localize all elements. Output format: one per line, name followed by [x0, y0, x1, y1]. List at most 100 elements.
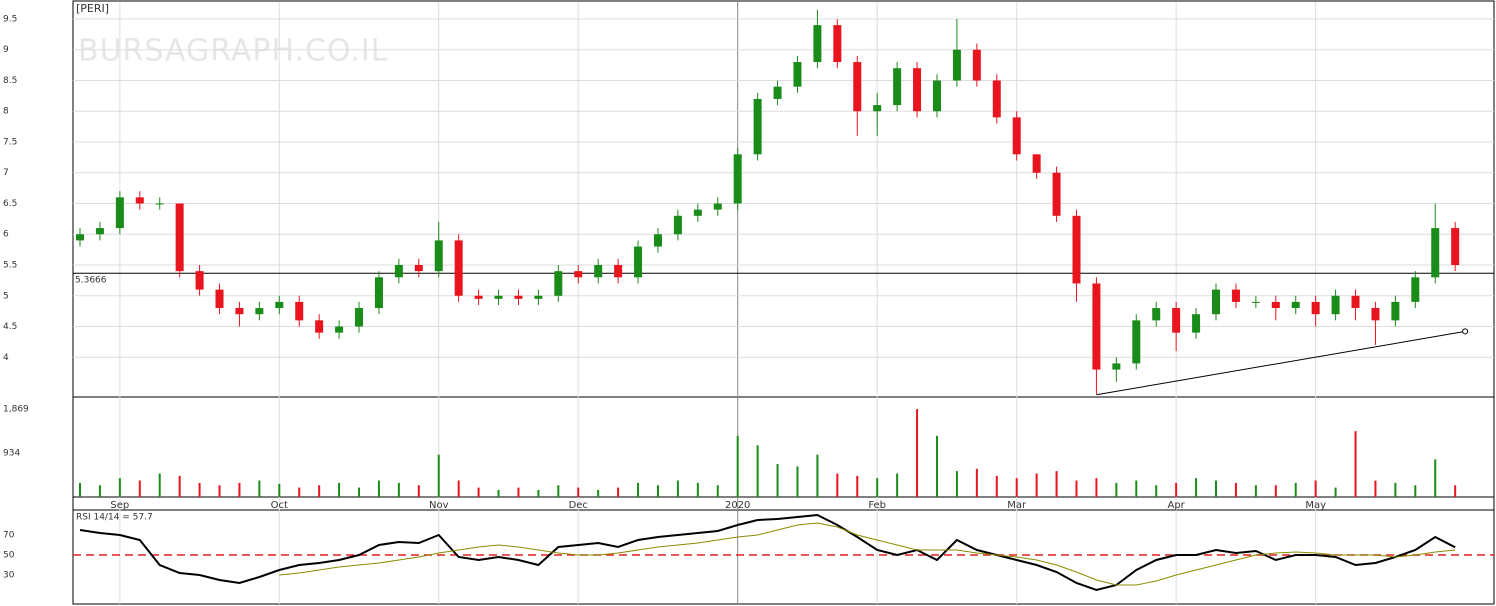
volume-bar: [158, 473, 161, 497]
candle-body: [1212, 289, 1221, 315]
candle-body: [574, 271, 583, 278]
y-tick-label: 6.5: [3, 199, 17, 209]
y-tick-label: 9: [3, 45, 9, 55]
frame: [72, 0, 1495, 605]
candle-body: [155, 203, 164, 205]
volume-bar: [1234, 482, 1237, 497]
volume-bar: [1115, 482, 1118, 497]
candle-body: [594, 265, 603, 278]
volume-bar: [1095, 478, 1098, 497]
volume-bar: [377, 480, 380, 497]
candle-body: [793, 62, 802, 87]
volume-bar: [138, 480, 141, 497]
x-tick-label: Dec: [569, 500, 588, 511]
x-tick-label: Feb: [868, 500, 886, 511]
volume-bar: [1215, 480, 1218, 497]
volume-bar: [1015, 478, 1018, 497]
candle-body: [175, 203, 184, 272]
volume-bar: [836, 473, 839, 497]
volume-bar: [1135, 480, 1138, 497]
candle-body: [95, 228, 104, 235]
candle-body: [534, 295, 543, 299]
rsi-line: [279, 522, 1456, 586]
volume-bar: [517, 487, 520, 497]
volume-bar: [198, 482, 201, 497]
volume-bar: [1175, 482, 1178, 497]
rsi-label: RSI 14/14 = 57.7: [76, 513, 153, 523]
y-tick-label: 4: [3, 353, 9, 363]
x-tick-label: Apr: [1167, 500, 1185, 511]
candle-body: [115, 197, 124, 229]
volume-bar: [118, 478, 121, 497]
volume-bar: [696, 482, 699, 497]
candle-body: [1291, 301, 1300, 309]
candle-body: [215, 289, 224, 309]
candle-body: [1012, 117, 1021, 155]
candle-body: [873, 105, 882, 112]
volume-bar: [278, 483, 281, 497]
candle-body: [893, 68, 902, 106]
candle-body: [713, 203, 722, 210]
candle-body: [1172, 308, 1181, 333]
candle-body: [972, 49, 981, 81]
candle-body: [733, 154, 742, 204]
volume-bar: [238, 482, 241, 497]
volume-bar: [617, 487, 620, 497]
candle-body: [813, 25, 822, 63]
candle-body: [833, 25, 842, 63]
candle-body: [1072, 215, 1081, 284]
volume-bar: [417, 485, 420, 497]
volume-bar: [756, 445, 759, 497]
candle-body: [1092, 283, 1101, 370]
candle-body: [693, 209, 702, 216]
volume-bar: [676, 480, 679, 497]
volume-bar: [397, 482, 400, 497]
x-tick-label: Oct: [271, 500, 288, 511]
candle-body: [1032, 154, 1041, 173]
volume-bar: [736, 435, 739, 497]
x-tick-label: Mar: [1007, 500, 1027, 511]
volume-bar: [955, 471, 958, 497]
candle-body: [614, 265, 623, 278]
volume-bar: [98, 485, 101, 497]
candle-body: [494, 295, 503, 299]
trend-line: [1096, 330, 1466, 396]
candle-body: [1411, 277, 1420, 302]
candle-body: [135, 197, 144, 204]
candle-body: [414, 265, 423, 272]
candle-body: [1112, 363, 1121, 370]
volume-bar: [437, 454, 440, 497]
candle-body: [753, 98, 762, 155]
candle-body: [374, 277, 383, 309]
volume-bar: [637, 482, 640, 497]
candle-body: [255, 308, 264, 315]
volume-bar: [1075, 480, 1078, 497]
candle-body: [673, 215, 682, 235]
candle-body: [275, 301, 284, 309]
x-tick-label: Nov: [429, 500, 449, 511]
candle-body: [235, 308, 244, 315]
volume-bar: [1434, 459, 1437, 497]
volume-bar: [1414, 485, 1417, 497]
ticker: [PERI]: [76, 2, 109, 15]
volume-bar: [1294, 482, 1297, 497]
trend-end: [1462, 328, 1469, 335]
volume-bar: [1155, 485, 1158, 497]
y-tick-label: 1,869: [3, 405, 29, 415]
volume-bar: [1334, 487, 1337, 497]
candle-body: [195, 271, 204, 290]
candle-body: [1192, 314, 1201, 333]
candle-body: [1311, 301, 1320, 315]
candle-body: [1371, 308, 1380, 321]
candle-body: [1331, 295, 1340, 315]
y-tick-label: 5.5: [3, 261, 17, 271]
volume-bar: [218, 485, 221, 497]
volume-bar: [916, 409, 919, 497]
y-tick-label: 5: [3, 291, 9, 301]
candle-body: [853, 62, 862, 112]
volume-bar: [716, 485, 719, 497]
y-tick-label: 6: [3, 230, 9, 240]
candle-body: [1152, 308, 1161, 321]
y-tick-label: 50: [3, 551, 15, 561]
candle-body: [355, 308, 364, 327]
